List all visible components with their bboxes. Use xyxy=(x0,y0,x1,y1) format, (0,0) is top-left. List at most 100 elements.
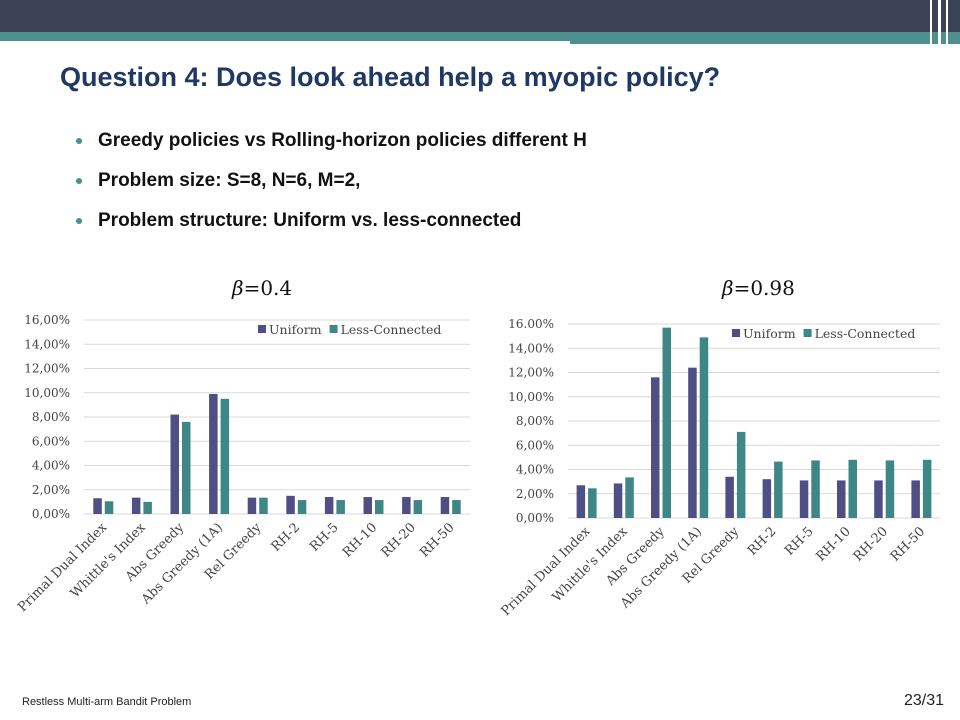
y-tick-label: 14,00% xyxy=(24,337,70,351)
bar xyxy=(799,480,809,518)
bar xyxy=(837,480,846,518)
y-tick-label: 8,00% xyxy=(32,410,70,424)
decorative-line xyxy=(930,0,932,64)
bar xyxy=(452,500,461,514)
legend-swatch xyxy=(329,325,338,333)
y-tick-label: 10,00% xyxy=(508,390,554,404)
y-tick-label: 12,00% xyxy=(508,366,554,380)
y-tick-label: 14,00% xyxy=(508,341,554,355)
bar xyxy=(588,488,597,518)
x-tick-label: RH-10 xyxy=(813,524,853,564)
bar-chart-right: 0,00% 2,00% 4,00% 6,00% 8,00% 10,00% 12,00% 14,… xyxy=(499,317,940,619)
bar xyxy=(922,459,932,518)
x-tick-label: RH-50 xyxy=(888,524,928,564)
y-tick-label: 0,00% xyxy=(32,507,70,521)
bar xyxy=(874,480,883,518)
y-tick-label: 2,00% xyxy=(32,483,70,497)
bar xyxy=(363,497,372,514)
y-tick-label: 6,00% xyxy=(516,438,554,452)
bar xyxy=(259,497,268,514)
chart-label-right: β=0.98 xyxy=(722,276,795,300)
bullet-dot-icon xyxy=(76,218,82,224)
bar xyxy=(402,497,411,514)
bar xyxy=(131,497,141,514)
bar-chart-left: 0,00% 2,00% 4,00% 6,00% 8,00% 10,00% 12,00% 14,… xyxy=(15,313,470,615)
beta-value: =0.98 xyxy=(733,276,795,300)
legend-entry: Uniform xyxy=(743,326,796,341)
bar xyxy=(625,477,634,518)
bar xyxy=(576,485,586,518)
legend-swatch xyxy=(803,329,812,337)
bar xyxy=(613,483,623,518)
legend-swatch xyxy=(258,325,266,333)
x-tick-label: RH-50 xyxy=(417,520,457,560)
bar xyxy=(209,393,218,514)
y-tick-label: 4,00% xyxy=(516,463,554,477)
bar xyxy=(848,459,857,518)
decorative-line xyxy=(0,41,570,44)
bullet-text: Problem structure: Uniform vs. less-conn… xyxy=(98,210,522,231)
y-tick-label: 8,00% xyxy=(516,414,554,428)
x-tick-label: RH-10 xyxy=(340,520,380,560)
bar xyxy=(336,500,345,514)
bar xyxy=(699,337,709,518)
x-tick-label: RH-20 xyxy=(851,524,891,564)
legend-swatch xyxy=(732,329,740,337)
decorative-line xyxy=(938,0,941,64)
chart-label-left: β=0.4 xyxy=(232,276,292,300)
bar xyxy=(297,500,307,514)
bar xyxy=(375,500,384,514)
bar xyxy=(440,497,450,514)
bar xyxy=(170,414,179,514)
beta-symbol: β xyxy=(722,276,734,300)
x-tick-label: RH-20 xyxy=(379,520,419,560)
bar xyxy=(688,367,697,518)
decorative-line xyxy=(568,50,888,53)
bar xyxy=(413,500,423,514)
legend-entry: Less-Connected xyxy=(341,322,442,337)
bar xyxy=(104,501,114,514)
bar xyxy=(774,461,783,518)
bullet-item: Greedy policies vs Rolling-horizon polic… xyxy=(76,128,587,168)
slide-title: Question 4: Does look ahead help a myopi… xyxy=(60,62,721,92)
bar xyxy=(182,421,191,514)
bar xyxy=(247,497,257,514)
y-tick-label: 10,00% xyxy=(24,386,70,400)
bar xyxy=(324,497,334,514)
legend-entry: Uniform xyxy=(269,322,322,337)
bar xyxy=(143,501,152,514)
bar xyxy=(93,498,102,514)
beta-value: =0.4 xyxy=(243,276,293,300)
bar xyxy=(662,327,671,518)
y-tick-label: 16,00% xyxy=(24,313,70,327)
y-tick-label: 6,00% xyxy=(32,434,70,448)
y-tick-label: 4,00% xyxy=(32,459,70,473)
x-tick-label: RH-2 xyxy=(269,520,304,555)
y-tick-label: 16.00% xyxy=(508,317,554,331)
bar xyxy=(286,495,295,514)
bar xyxy=(762,479,772,518)
bullet-dot-icon xyxy=(76,178,82,184)
bar xyxy=(651,377,660,518)
bar xyxy=(220,398,230,514)
x-tick-label: RH-5 xyxy=(307,520,342,555)
y-tick-label: 2,00% xyxy=(516,487,554,501)
x-tick-label: RH-5 xyxy=(782,524,817,559)
footer-text: Restless Multi-arm Bandit Problem xyxy=(22,696,192,708)
top-banner xyxy=(0,0,960,32)
decorative-line xyxy=(946,0,948,64)
bullet-text: Greedy policies vs Rolling-horizon polic… xyxy=(98,130,587,151)
bullet-text: Problem size: S=8, N=6, M=2, xyxy=(98,170,361,191)
beta-symbol: β xyxy=(232,276,244,300)
bar xyxy=(811,460,820,518)
bullet-list: Greedy policies vs Rolling-horizon polic… xyxy=(76,128,587,248)
bar xyxy=(736,431,746,518)
legend-entry: Less-Connected xyxy=(815,326,916,341)
bar xyxy=(911,480,920,518)
y-tick-label: 12,00% xyxy=(24,362,70,376)
bullet-item: Problem structure: Uniform vs. less-conn… xyxy=(76,208,587,248)
page-number: 23/31 xyxy=(903,692,944,709)
x-tick-label: RH-2 xyxy=(745,524,780,559)
bar xyxy=(885,460,895,518)
bar xyxy=(725,476,734,518)
